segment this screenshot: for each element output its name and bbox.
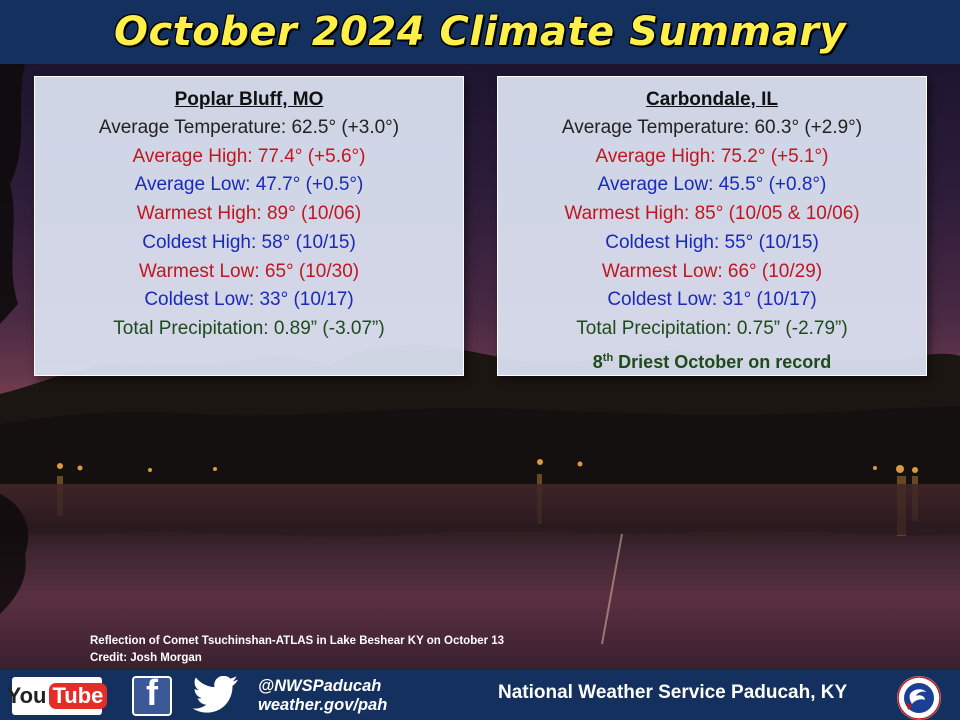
city-name: Carbondale, IL — [646, 89, 778, 110]
website-link[interactable]: weather.gov/pah — [258, 696, 388, 714]
warmest-high: Warmest High: 85° (10/05 & 10/06) — [564, 203, 860, 225]
warmest-high: Warmest High: 89° (10/06) — [136, 203, 362, 225]
twitter-handle[interactable]: @NWSPaducah — [258, 677, 382, 695]
youtube-tube-text: Tube — [48, 683, 108, 709]
youtube-icon[interactable]: You Tube — [7, 677, 108, 715]
nws-logo — [897, 676, 941, 720]
facebook-glyph: f — [146, 676, 158, 713]
warmest-low: Warmest Low: 65° (10/30) — [138, 260, 360, 282]
record-rank-suffix: th — [602, 351, 614, 364]
warmest-low: Warmest Low: 66° (10/29) — [601, 260, 823, 282]
page-title: October 2024 Climate Summary — [113, 9, 847, 55]
facebook-icon[interactable]: f — [132, 676, 172, 716]
average-low: Average Low: 45.5° (+0.8°) — [597, 174, 827, 196]
coldest-high: Coldest High: 55° (10/15) — [605, 231, 819, 253]
caption-line: Reflection of Comet Tsuchinshan-ATLAS in… — [90, 635, 505, 647]
average-low: Average Low: 47.7° (+0.5°) — [134, 174, 364, 196]
average-temperature: Average Temperature: 62.5° (+3.0°) — [98, 117, 400, 138]
title-bar: October 2024 Climate Summary — [0, 0, 960, 64]
coldest-high: Coldest High: 58° (10/15) — [142, 231, 356, 253]
twitter-icon[interactable] — [192, 676, 242, 716]
record-text: Driest October on record — [613, 351, 832, 372]
total-precipitation: Total Precipitation: 0.75” (-2.79”) — [576, 317, 848, 339]
organization-name: National Weather Service Paducah, KY — [498, 682, 848, 703]
social-links: @NWSPaducah weather.gov/pah — [258, 677, 387, 715]
record-rank: 8 — [592, 351, 603, 372]
coldest-low: Coldest Low: 31° (10/17) — [607, 289, 817, 311]
average-temperature: Average Temperature: 60.3° (+2.9°) — [561, 117, 863, 138]
city-name: Poplar Bluff, MO — [174, 89, 324, 110]
poplar-bluff-panel: Poplar Bluff, MO Average Temperature: 62… — [34, 76, 464, 376]
photo-credit: Credit: Josh Morgan — [90, 652, 202, 664]
youtube-you-text: You — [6, 683, 47, 708]
average-high: Average High: 75.2° (+5.1°) — [595, 145, 829, 167]
total-precipitation: Total Precipitation: 0.89” (-3.07”) — [113, 317, 385, 339]
lake-scene-illustration — [0, 64, 960, 645]
coldest-low: Coldest Low: 33° (10/17) — [144, 289, 354, 311]
photo-caption: Reflection of Comet Tsuchinshan-ATLAS in… — [90, 633, 504, 667]
average-high: Average High: 77.4° (+5.6°) — [132, 145, 366, 167]
carbondale-panel: Carbondale, IL Average Temperature: 60.3… — [497, 76, 927, 376]
record-note: 8th Driest October on record — [498, 344, 926, 376]
